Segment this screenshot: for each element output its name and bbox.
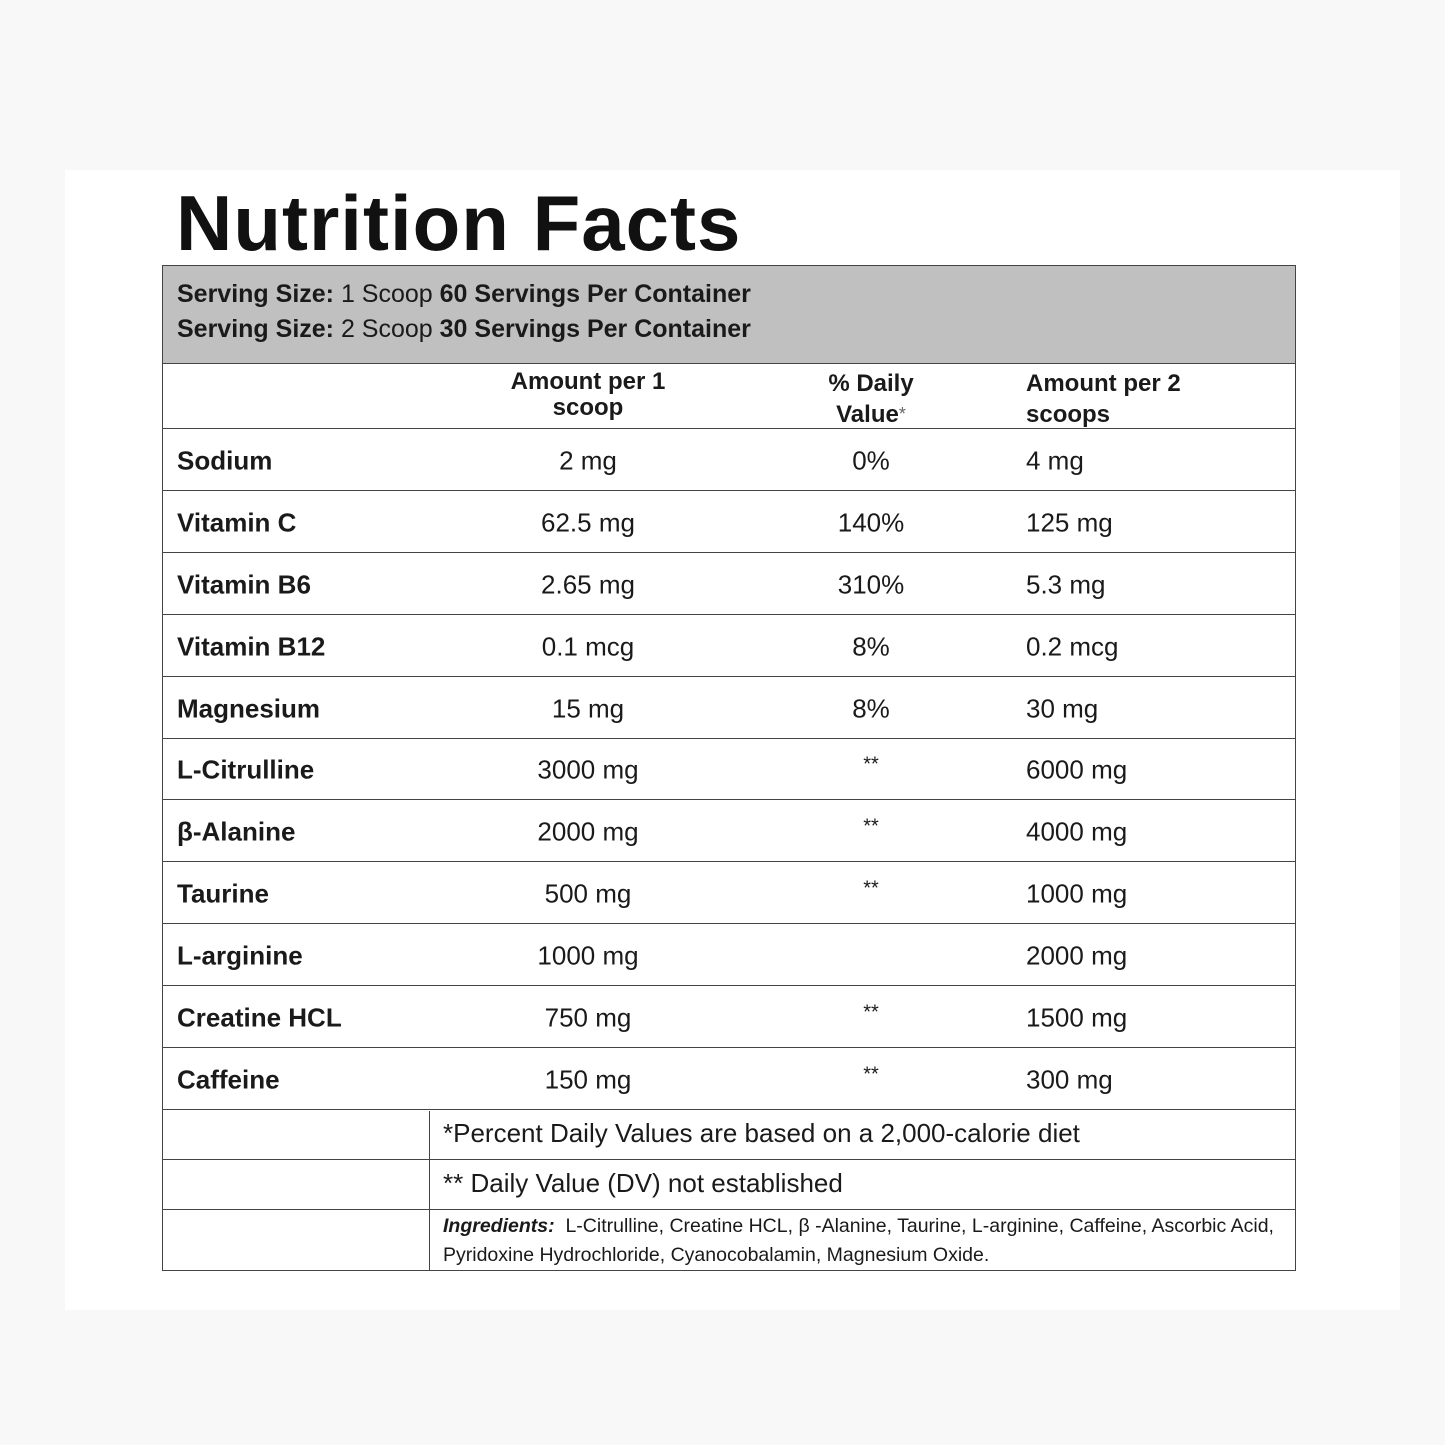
daily-value: ** xyxy=(863,1063,879,1086)
amount-1: 62.5 mg xyxy=(541,507,635,538)
rule xyxy=(163,489,1295,491)
amount-2: 125 mg xyxy=(1026,507,1113,538)
serving-box xyxy=(163,266,1295,363)
amount-2: 300 mg xyxy=(1026,1064,1113,1095)
rule xyxy=(163,985,1295,987)
servings-per-container: 30 Servings Per Container xyxy=(439,315,751,343)
rule xyxy=(163,1047,1295,1048)
serving-line: Serving Size: 2 Scoop 30 Servings Per Co… xyxy=(177,315,751,344)
amount-2: 5.3 mg xyxy=(1026,569,1106,600)
rule xyxy=(163,551,1295,553)
daily-value: ** xyxy=(863,1001,879,1024)
footnote: ** Daily Value (DV) not established xyxy=(443,1167,843,1198)
daily-value: 8% xyxy=(852,631,890,662)
serving-label: Serving Size: xyxy=(177,315,334,343)
rule xyxy=(163,737,1295,739)
amount-1: 150 mg xyxy=(544,1064,632,1095)
amount-2: 6000 mg xyxy=(1026,754,1128,785)
daily-value: ** xyxy=(863,877,879,900)
daily-value: 8% xyxy=(852,693,890,724)
asterisk: * xyxy=(898,404,906,424)
nutrition-table: Amount per 1 scoop % Daily Value* Amount… xyxy=(162,265,1296,1271)
amount-2: 1500 mg xyxy=(1026,1002,1128,1033)
nutrient-name: L-Citrulline xyxy=(177,754,315,785)
rule xyxy=(163,923,1295,925)
amount-1: 500 mg xyxy=(544,878,632,909)
amount-2: 2000 mg xyxy=(1026,940,1128,971)
rule xyxy=(163,1208,1295,1210)
amount-1: 2 mg xyxy=(559,445,617,476)
amount-1: 1000 mg xyxy=(537,940,639,971)
amount-1: 15 mg xyxy=(551,693,625,724)
ingredients-text: L-Citrulline, Creatine HCL, β -Alanine, … xyxy=(443,1215,1274,1266)
nutrient-name: Creatine HCL xyxy=(177,1002,342,1033)
column-header-text: % Daily Value xyxy=(828,370,914,428)
servings-per-container: 60 Servings Per Container xyxy=(439,280,751,308)
daily-value: 0% xyxy=(852,445,890,476)
amount-1: 750 mg xyxy=(544,1002,632,1033)
nutrient-name: L-arginine xyxy=(177,940,303,971)
serving-line: Serving Size: 1 Scoop 60 Servings Per Co… xyxy=(177,280,751,309)
ingredients: Ingredients: L-Citrulline, Creatine HCL,… xyxy=(443,1212,1283,1270)
amount-2: 4 mg xyxy=(1026,445,1084,476)
amount-1: 3000 mg xyxy=(537,754,639,785)
nutrient-name: Vitamin B6 xyxy=(177,569,311,600)
rule xyxy=(163,1108,1295,1110)
amount-2: 4000 mg xyxy=(1026,816,1128,847)
nutrient-name: β-Alanine xyxy=(177,816,296,847)
rule xyxy=(163,428,1295,429)
serving-label: Serving Size: xyxy=(177,280,334,308)
nutrient-name: Vitamin C xyxy=(177,507,297,538)
rule xyxy=(163,861,1295,863)
rule xyxy=(163,675,1295,677)
amount-1: 0.1 mcg xyxy=(541,631,635,662)
serving-amount: 2 Scoop xyxy=(340,315,433,343)
nutrient-name: Vitamin B12 xyxy=(177,631,326,662)
daily-value: ** xyxy=(863,815,879,838)
amount-1: 2000 mg xyxy=(537,816,639,847)
ingredients-label: Ingredients: xyxy=(443,1215,555,1237)
daily-value: 310% xyxy=(837,569,905,600)
rule xyxy=(163,799,1295,801)
column-header: Amount per 1 scoop xyxy=(510,368,666,421)
column-header: Amount per 2 scoops xyxy=(1026,370,1181,428)
amount-2: 1000 mg xyxy=(1026,878,1128,909)
title: Nutrition Facts xyxy=(176,179,742,267)
nutrient-name: Magnesium xyxy=(177,693,321,724)
column-header: % Daily Value* xyxy=(801,368,941,430)
rule xyxy=(163,1158,1295,1160)
rule xyxy=(429,1111,430,1270)
nutrient-name: Caffeine xyxy=(177,1064,280,1095)
amount-2: 30 mg xyxy=(1026,693,1099,724)
nutrient-name: Taurine xyxy=(177,878,269,909)
rule xyxy=(163,363,1295,364)
rule xyxy=(163,613,1295,615)
amount-2: 0.2 mcg xyxy=(1026,631,1119,662)
nutrient-name: Sodium xyxy=(177,445,273,476)
daily-value: ** xyxy=(863,753,879,776)
daily-value: 140% xyxy=(837,507,905,538)
footnote: *Percent Daily Values are based on a 2,0… xyxy=(443,1117,1080,1148)
amount-1: 2.65 mg xyxy=(541,569,635,600)
serving-amount: 1 Scoop xyxy=(340,280,433,308)
